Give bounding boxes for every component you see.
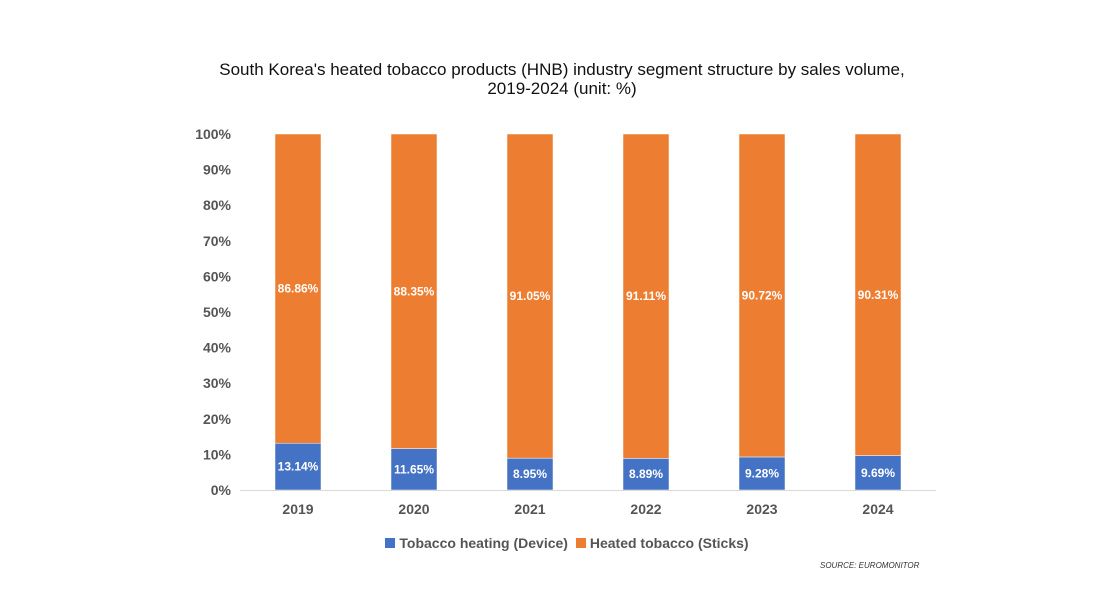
bar-segment-device[interactable] xyxy=(274,442,322,491)
data-label: 9.69% xyxy=(861,466,895,480)
x-axis: 2019 2020 2021 2022 2023 2024 xyxy=(282,501,893,517)
y-tick-label: 80% xyxy=(203,197,232,213)
x-tick-label: 2024 xyxy=(862,501,893,517)
x-tick-label: 2022 xyxy=(630,501,661,517)
y-tick-label: 40% xyxy=(203,340,232,356)
y-tick-label: 90% xyxy=(203,162,232,178)
x-tick-label: 2023 xyxy=(746,501,777,517)
y-tick-label: 100% xyxy=(195,126,231,142)
y-tick-label: 20% xyxy=(203,411,232,427)
legend-label-sticks: Heated tobacco (Sticks) xyxy=(589,535,749,551)
bars: 13.14% 86.86% 11.65% 88.35% 8.95% 91.05% 8.89%… xyxy=(274,133,902,491)
bar-segment-sticks[interactable] xyxy=(622,133,670,459)
x-tick-label: 2021 xyxy=(514,501,545,517)
y-tick-label: 70% xyxy=(203,233,232,249)
data-label: 13.14% xyxy=(278,460,319,474)
legend-swatch-sticks xyxy=(575,538,586,548)
bar-segment-device[interactable] xyxy=(738,456,786,491)
x-tick-label: 2019 xyxy=(282,501,313,517)
bar-segment-sticks[interactable] xyxy=(854,133,902,456)
y-tick-label: 0% xyxy=(211,482,232,498)
data-label: 9.28% xyxy=(745,466,779,480)
data-label: 91.05% xyxy=(510,289,551,303)
legend: Tobacco heating (Device) Heated tobacco … xyxy=(0,535,1100,551)
y-tick-label: 50% xyxy=(203,304,232,320)
data-label: 88.35% xyxy=(394,284,435,298)
legend-item-device[interactable]: Tobacco heating (Device) xyxy=(385,535,571,551)
x-tick-label: 2020 xyxy=(398,501,429,517)
y-tick-label: 60% xyxy=(203,268,232,284)
data-label: 90.31% xyxy=(858,288,899,302)
legend-swatch-device xyxy=(385,538,396,548)
data-label: 11.65% xyxy=(394,462,434,476)
y-tick-label: 30% xyxy=(203,375,232,391)
chart-title-line-1: South Korea's heated tobacco products (H… xyxy=(219,60,905,79)
y-axis: 0% 10% 20% 30% 40% 50% 60% 70% 80% 90% 100% xyxy=(195,126,231,498)
data-label: 86.86% xyxy=(278,282,319,296)
legend-item-sticks[interactable]: Heated tobacco (Sticks) xyxy=(575,535,749,551)
chart-title: South Korea's heated tobacco products (H… xyxy=(0,60,1100,98)
chart-title-line-2: 2019-2024 (unit: %) xyxy=(487,79,637,98)
source-note: SOURCE: EUROMONITOR xyxy=(820,561,920,570)
legend-label-device: Tobacco heating (Device) xyxy=(399,535,568,551)
bar-segment-sticks[interactable] xyxy=(506,133,554,459)
bar-segment-device[interactable] xyxy=(390,448,438,491)
data-label: 90.72% xyxy=(742,288,783,302)
data-label: 91.11% xyxy=(626,289,666,303)
y-tick-label: 10% xyxy=(203,446,232,462)
bar-segment-sticks[interactable] xyxy=(274,133,322,444)
bar-segment-sticks[interactable] xyxy=(390,133,438,449)
data-label: 8.89% xyxy=(629,467,663,481)
bar-segment-sticks[interactable] xyxy=(738,133,786,458)
data-label: 8.95% xyxy=(513,467,547,481)
